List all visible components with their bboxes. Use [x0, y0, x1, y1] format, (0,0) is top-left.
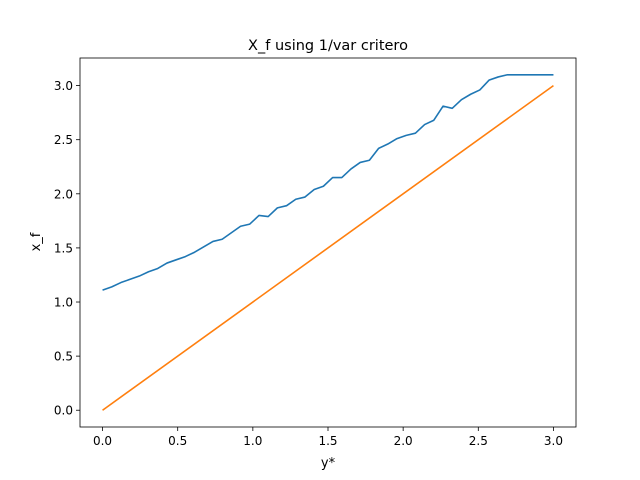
x-tick-label: 1.0	[243, 434, 262, 448]
x-tick-label: 0.5	[168, 434, 187, 448]
y-tick-label: 0.0	[54, 404, 73, 418]
y-tick-label: 2.0	[54, 187, 73, 201]
y-tick-label: 1.5	[54, 241, 73, 255]
y-tick-label: 1.0	[54, 296, 73, 310]
y-axis-label: x_f	[29, 232, 44, 251]
y-axis-ticks: 0.0 0.5 1.0 1.5 2.0 2.5 3.0	[54, 79, 80, 418]
series-line-2	[102, 84, 554, 411]
y-tick-label: 0.5	[54, 350, 73, 364]
series-layer	[102, 73, 554, 411]
x-tick-label: 0.0	[93, 434, 112, 448]
y-tick-label: 2.5	[54, 133, 73, 147]
x-axis-label: y*	[321, 456, 336, 471]
x-tick-label: 1.5	[318, 434, 337, 448]
x-tick-label: 2.0	[394, 434, 413, 448]
x-tick-label: 2.5	[469, 434, 488, 448]
chart-title: X_f using 1/var critero	[248, 38, 408, 54]
y-tick-label: 3.0	[54, 79, 73, 93]
plot-area	[80, 58, 576, 427]
axes-frame	[79, 57, 577, 428]
series-line-1	[102, 73, 554, 291]
x-tick-label: 3.0	[544, 434, 563, 448]
x-axis-ticks: 0.0 0.5 1.0 1.5 2.0 2.5 3.0	[93, 427, 563, 448]
